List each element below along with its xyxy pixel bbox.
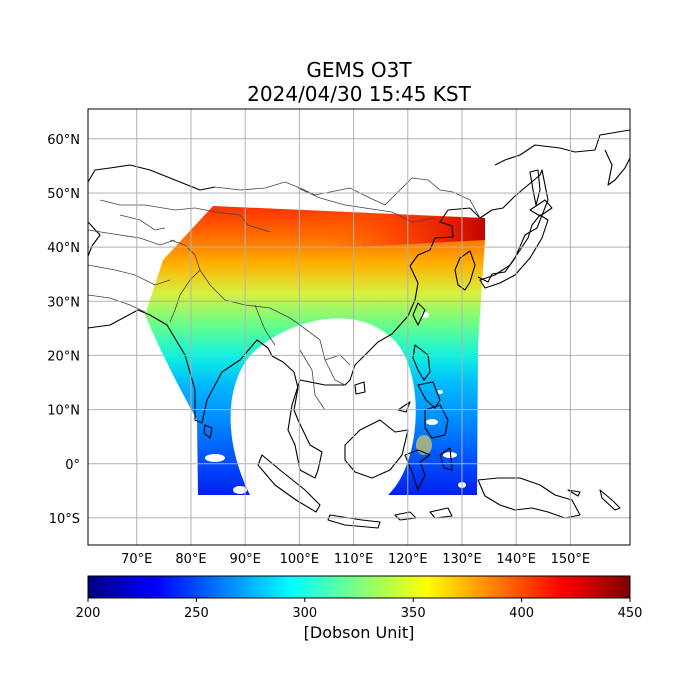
colorbar-tick-label: 350: [401, 606, 426, 621]
lon-tick-label: 100°E: [280, 552, 320, 567]
lat-tick-label: 30°N: [47, 295, 80, 310]
lat-tick-label: 60°N: [47, 133, 80, 148]
lon-axis: 70°E 80°E 90°E 100°E 110°E 120°E 130°E 140°E 150…: [121, 552, 590, 567]
colorbar-tick-label: 300: [292, 606, 317, 621]
map-frame: [87, 108, 631, 546]
lat-tick-label: 40°N: [47, 241, 80, 256]
colorbar-ticks: 200 250 300 350 400 450: [76, 598, 643, 621]
lat-axis: 60°N 50°N 40°N 30°N 20°N 10°N 0° 10°S: [47, 133, 80, 527]
title-line-product: GEMS O3T: [306, 58, 412, 82]
lat-tick-label: 20°N: [47, 349, 80, 364]
colorbar-tick-label: 250: [184, 606, 209, 621]
ozone-swath: [145, 206, 485, 495]
colorbar-tick-label: 200: [76, 606, 101, 621]
title-line-datetime: 2024/04/30 15:45 KST: [247, 82, 471, 106]
lon-tick-label: 120°E: [388, 552, 428, 567]
lon-tick-label: 70°E: [121, 552, 152, 567]
colorbar-tick-label: 450: [618, 606, 643, 621]
lat-tick-label: 10°S: [49, 512, 80, 527]
lon-tick-label: 130°E: [442, 552, 482, 567]
colorbar-tick-label: 400: [509, 606, 534, 621]
lat-tick-label: 10°N: [47, 404, 80, 419]
lon-tick-label: 90°E: [230, 552, 261, 567]
lon-tick-label: 110°E: [334, 552, 374, 567]
lon-tick-label: 140°E: [496, 552, 536, 567]
colorbar-bar: [87, 575, 631, 599]
colorbar: 200 250 300 350 400 450: [76, 575, 643, 621]
chart-title: GEMS O3T 2024/04/30 15:45 KST: [88, 58, 630, 106]
lat-tick-label: 0°: [65, 458, 80, 473]
country-borders: [88, 177, 481, 411]
lat-tick-label: 50°N: [47, 187, 80, 202]
graticule: [88, 109, 630, 545]
lon-tick-label: 150°E: [551, 552, 591, 567]
coastlines: [88, 129, 630, 529]
colorbar-label: [Dobson Unit]: [303, 623, 415, 642]
lon-tick-label: 80°E: [175, 552, 206, 567]
